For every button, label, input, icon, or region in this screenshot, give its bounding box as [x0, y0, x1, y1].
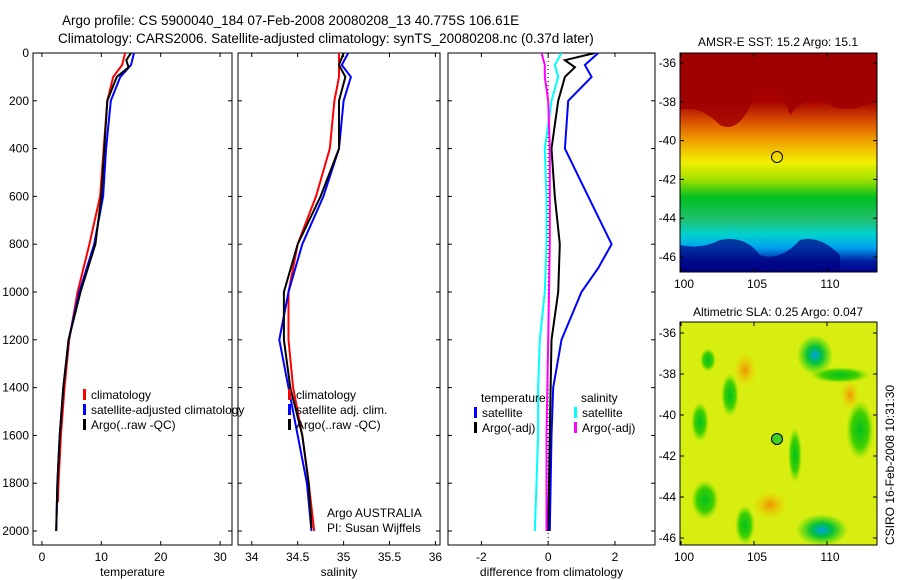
x-tick-label: 10	[95, 550, 109, 564]
sst-map-title: AMSR-E SST: 15.2 Argo: 15.1	[698, 35, 858, 49]
x-tick-label: 105	[747, 550, 767, 564]
y-tick-label: 800	[9, 237, 29, 251]
float-annotation: Argo AUSTRALIA	[327, 506, 422, 520]
difference-xlabel: difference from climatology	[480, 565, 623, 579]
x-tick-label: -2	[476, 550, 487, 564]
x-tick-label: 35	[337, 550, 351, 564]
series-salinity-argo-adj-	[540, 53, 551, 531]
difference-axes-box	[447, 52, 656, 546]
legend-swatch	[288, 389, 291, 400]
argo-location-marker	[771, 433, 783, 445]
series-satellite-adjusted-climatology	[55, 53, 135, 532]
series-climatology	[287, 53, 340, 532]
x-tick-label: 0	[39, 550, 46, 564]
y-tick-label: 2000	[2, 524, 29, 538]
x-tick-label: 0	[545, 550, 552, 564]
legend-label: climatology	[91, 388, 151, 402]
y-tick-label: 200	[9, 94, 29, 108]
y-tick-label: 0	[22, 46, 29, 60]
temperature-xlabel: temperature	[100, 565, 165, 579]
legend-label: Argo(-adj)	[582, 421, 635, 435]
y-tick-label: -46	[659, 250, 677, 264]
y-tick-label: -36	[659, 326, 677, 340]
series-argo-raw-qc-	[55, 53, 132, 532]
x-tick-label: 36	[429, 550, 443, 564]
x-tick-label: 20	[154, 550, 168, 564]
y-tick-label: -38	[659, 95, 677, 109]
y-tick-label: -36	[659, 56, 677, 70]
y-tick-label: 400	[9, 142, 29, 156]
sla-map-title: Altimetric SLA: 0.25 Argo: 0.047	[693, 305, 863, 319]
x-tick-label: 100	[674, 277, 694, 291]
x-tick-label: 35.5	[378, 550, 402, 564]
figure-title-line2: Climatology: CARS2006. Satellite-adjuste…	[58, 31, 594, 46]
y-tick-label: 1200	[2, 333, 29, 347]
series-climatology	[56, 53, 127, 503]
series-temperature-argo-adj-	[547, 53, 596, 532]
credit-timestamp: CSIRO 16-Feb-2008 10:31:30	[883, 385, 897, 545]
y-tick-label: -38	[659, 367, 677, 381]
legend-swatch	[83, 389, 86, 400]
y-tick-label: -42	[659, 172, 677, 186]
legend-label: Argo(..raw -QC)	[296, 418, 381, 432]
x-tick-label: 2	[612, 550, 619, 564]
legend-swatch	[83, 419, 86, 430]
temperature-axes-box	[32, 52, 233, 546]
series-argo-raw-qc-	[282, 53, 347, 529]
legend-swatch	[574, 422, 577, 433]
legend-label: Argo(-adj)	[482, 421, 535, 435]
legend-label: satellite	[482, 406, 523, 420]
y-tick-label: 1400	[2, 381, 29, 395]
salinity-xlabel: salinity	[321, 565, 358, 579]
pi-annotation: PI: Susan Wijffels	[327, 521, 421, 535]
y-tick-label: 1600	[2, 428, 29, 442]
sst-map: AMSR-E SST: 15.2 Argo: 15.1 100 105 110 -36…	[659, 35, 878, 291]
y-tick-label: -46	[659, 531, 677, 545]
figure-title-line1: Argo profile: CS 5900040_184 07-Feb-2008…	[62, 13, 519, 28]
series-satellite-adj-clim-	[278, 53, 353, 532]
x-tick-label: 34	[245, 550, 259, 564]
y-tick-label: 1000	[2, 285, 29, 299]
x-tick-label: 100	[674, 550, 694, 564]
legend-swatch	[288, 404, 291, 415]
legend-label: Argo(..raw -QC)	[91, 418, 176, 432]
y-tick-label: -44	[659, 211, 677, 225]
legend-swatch	[474, 422, 477, 433]
x-tick-label: 110	[820, 550, 839, 564]
salinity-panel: 34 34.5 35 35.5 36 salinity climatologysatelli…	[237, 52, 443, 579]
y-tick-label: 600	[9, 189, 29, 203]
y-tick-label: -42	[659, 449, 677, 463]
series-salinity-satellite	[533, 53, 563, 532]
y-tick-label: -40	[659, 408, 677, 422]
legend-swatch	[288, 419, 291, 430]
x-tick-label: 110	[820, 277, 839, 291]
legend-swatch	[474, 407, 477, 418]
legend-label: satellite-adjusted climatology	[91, 403, 244, 417]
argo-location-marker	[771, 151, 783, 163]
legend-swatch	[574, 407, 577, 418]
legend-label: satellite adj. clim.	[296, 403, 387, 417]
temperature-panel: 0 10 20 30 0 200 400 600 800 1000 1200 1400 1600 1800…	[2, 46, 244, 579]
series-temperature-satellite	[548, 53, 613, 532]
y-tick-label: 1800	[2, 476, 29, 490]
sla-map: Altimetric SLA: 0.25 Argo: 0.047 100 105 1…	[659, 305, 878, 564]
legend-label: climatology	[296, 388, 356, 402]
legend-swatch	[83, 404, 86, 415]
y-tick-label: -44	[659, 490, 677, 504]
x-tick-label: 34.5	[286, 550, 310, 564]
x-tick-label: 105	[747, 277, 767, 291]
legend-header: salinity	[581, 391, 618, 405]
y-tick-label: -40	[659, 134, 677, 148]
legend-header: temperature	[481, 391, 546, 405]
legend-label: satellite	[582, 406, 623, 420]
x-tick-label: 30	[213, 550, 227, 564]
